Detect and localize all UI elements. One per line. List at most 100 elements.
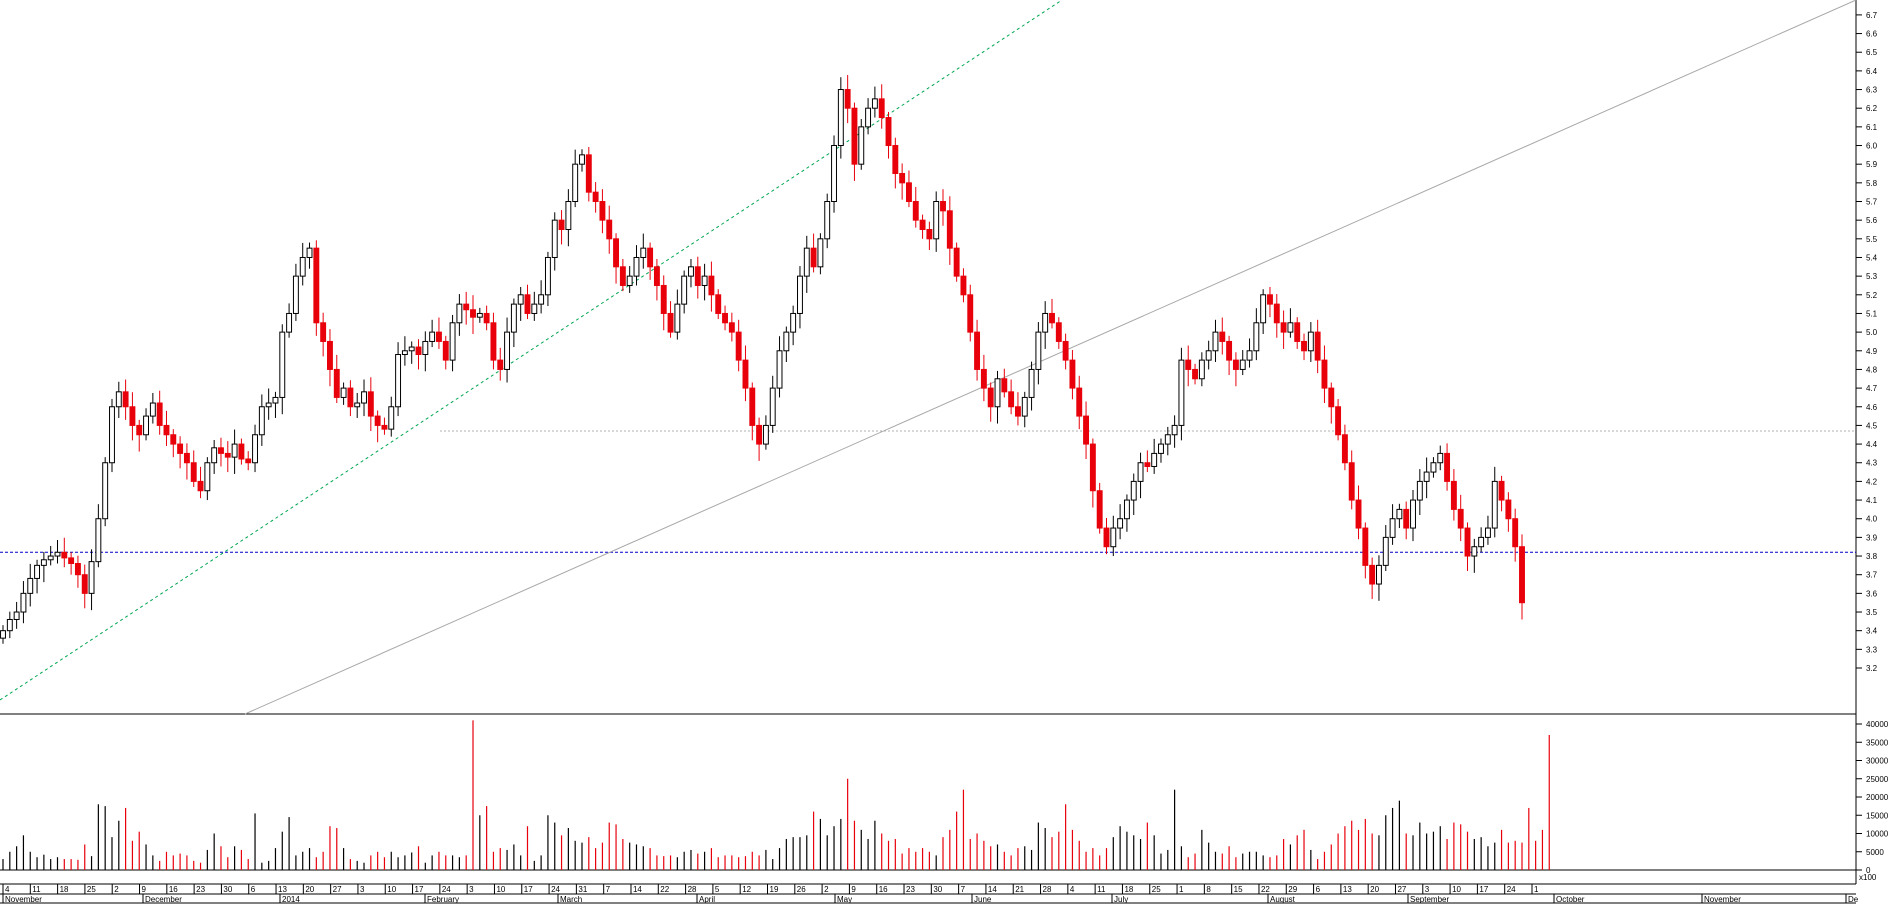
price-tick-label: 3.6 — [1866, 589, 1878, 598]
candle-body — [974, 331, 981, 370]
candle-body — [190, 462, 197, 482]
day-tick-label: 24 — [1507, 885, 1516, 894]
candle-body — [1484, 527, 1491, 538]
volume-axis-ticks: 0 5000 10000 15000 20000 25000 30000 35000 40000 — [1856, 720, 1889, 875]
month-label: March — [560, 895, 582, 904]
candle-body — [238, 443, 245, 460]
day-tick-label: 25 — [1152, 885, 1161, 894]
candle-body — [1192, 368, 1198, 380]
candle-body — [327, 340, 333, 370]
day-tick-label: 7 — [961, 885, 966, 894]
candle-body — [1450, 480, 1457, 510]
candle-body — [109, 406, 115, 464]
candle-body — [1103, 527, 1110, 548]
candle-body — [1430, 462, 1437, 473]
candle-body — [136, 424, 143, 436]
candle-body — [1028, 368, 1035, 398]
day-tick-label: 24 — [442, 885, 451, 894]
candle-body — [640, 247, 647, 258]
candle-body — [1137, 462, 1144, 482]
day-tick-label: 20 — [305, 885, 314, 894]
month-label: June — [974, 895, 992, 904]
time-axis: 4 11 18 25 2 9 16 23 30 6 13 20 27 3 10 17 24 3 10 17 24 31 7 1… — [0, 883, 1859, 904]
candle-body — [885, 117, 892, 147]
price-tick-label: 3.9 — [1866, 533, 1878, 542]
candle-body — [831, 145, 837, 203]
candle-body — [1307, 331, 1314, 352]
candle-body — [1410, 499, 1416, 529]
candle-body — [1505, 499, 1512, 520]
day-tick-label: 27 — [1397, 885, 1406, 894]
volume-bars — [2, 720, 1550, 870]
day-tick-label: 29 — [1288, 885, 1297, 894]
candle-body — [585, 154, 592, 193]
candle-body — [790, 312, 797, 333]
candle-body — [88, 561, 95, 594]
day-tick-label: 1 — [1534, 885, 1539, 894]
price-tick-label: 4.4 — [1866, 440, 1878, 449]
day-tick-label: 22 — [1261, 885, 1270, 894]
candle-body — [1076, 387, 1083, 417]
candle-body — [149, 402, 156, 417]
candle-body — [1382, 536, 1389, 566]
candle-body — [708, 275, 715, 296]
candle-body — [946, 210, 953, 249]
day-tick-label: 2 — [114, 885, 119, 894]
candle-body — [715, 294, 722, 314]
candle-body — [54, 551, 61, 557]
day-tick-label: 12 — [742, 885, 751, 894]
candle-body — [926, 228, 933, 240]
day-tick-label: 9 — [851, 885, 856, 894]
day-tick-label: 11 — [1097, 885, 1106, 894]
candle-body — [1287, 322, 1294, 333]
day-tick-label: 3 — [360, 885, 365, 894]
day-tick-label: 8 — [1206, 885, 1211, 894]
candle-body — [1389, 518, 1396, 538]
price-tick-label: 4.0 — [1866, 515, 1878, 524]
candle-body — [122, 391, 129, 408]
day-tick-label: 25 — [87, 885, 96, 894]
candle-body — [470, 309, 476, 318]
day-tick-label: 3 — [1425, 885, 1430, 894]
candle-body — [490, 322, 497, 361]
candle-body — [163, 424, 170, 436]
volume-tick-label: 25000 — [1866, 775, 1889, 784]
candle-body — [1253, 322, 1260, 352]
candle-body — [1049, 312, 1055, 324]
candle-body — [510, 303, 517, 333]
volume-tick-label: 10000 — [1866, 830, 1889, 839]
volume-tick-label: 40000 — [1866, 720, 1889, 729]
day-tick-label: 9 — [142, 885, 147, 894]
candle-body — [899, 173, 906, 184]
day-tick-label: 16 — [879, 885, 888, 894]
candle-body — [728, 322, 735, 333]
candle-body — [292, 275, 299, 314]
candle-body — [306, 247, 313, 258]
price-tick-label: 6.4 — [1866, 67, 1878, 76]
candle-body — [1232, 359, 1239, 370]
month-label: May — [837, 895, 852, 904]
candle-body — [769, 387, 776, 426]
candle-body — [211, 447, 218, 464]
candle-body — [1089, 443, 1096, 492]
candle-body — [803, 247, 810, 277]
candle-body — [524, 294, 531, 314]
candle-body — [940, 201, 946, 212]
candle-body — [572, 163, 579, 202]
day-tick-label: 22 — [660, 885, 669, 894]
price-tick-label: 5.8 — [1866, 179, 1878, 188]
candle-body — [1212, 331, 1219, 352]
candle-body — [170, 434, 177, 445]
candle-body — [653, 266, 660, 286]
price-tick-label: 4.9 — [1866, 347, 1878, 356]
price-tick-label: 4.5 — [1866, 421, 1878, 430]
candle-body — [1198, 359, 1205, 380]
candle-body — [177, 443, 184, 454]
candle-body — [1314, 331, 1321, 361]
candle-body — [865, 107, 872, 128]
candle-body — [1219, 331, 1226, 342]
candle-body — [1423, 471, 1430, 482]
candle-body — [435, 331, 442, 342]
day-tick-label: 30 — [933, 885, 942, 894]
